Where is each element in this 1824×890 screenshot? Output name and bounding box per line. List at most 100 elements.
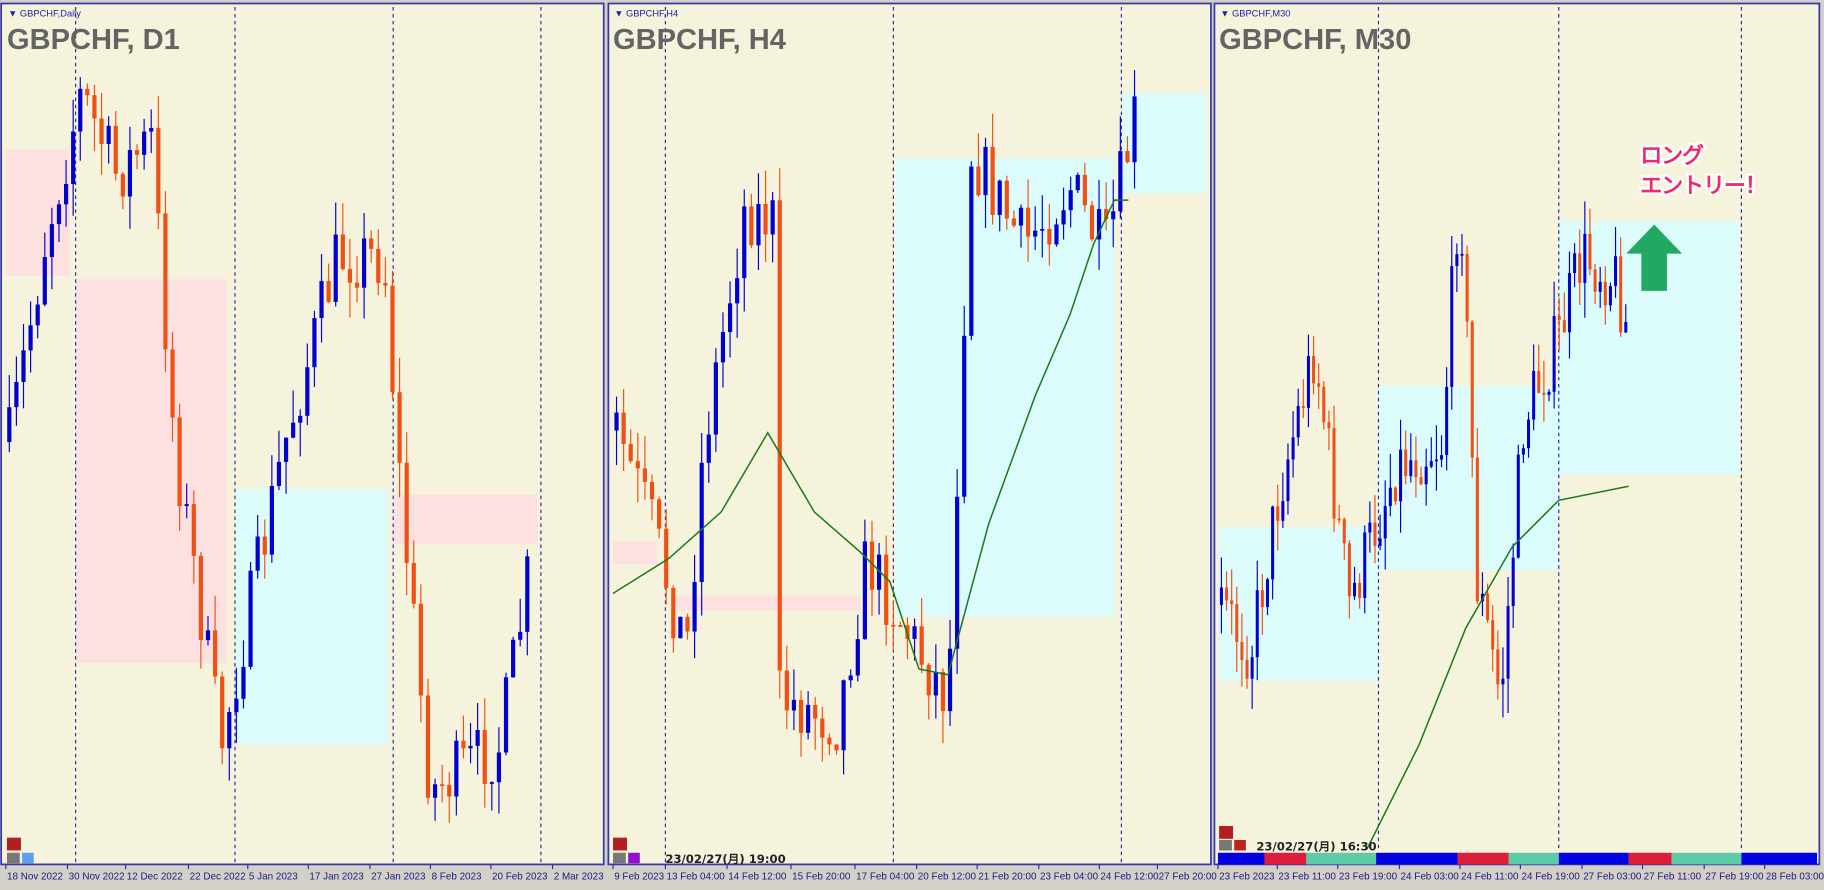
bullish-candle (1547, 391, 1551, 395)
bullish-candle (518, 631, 523, 640)
bullish-candle (1096, 209, 1102, 240)
bullish-candle (1255, 590, 1259, 658)
bullish-candle (735, 278, 740, 304)
time-axis-label: 27 Feb 20:00 (1159, 872, 1218, 883)
bearish-candle (99, 118, 104, 145)
bearish-candle (1260, 590, 1264, 608)
bullish-candle (962, 335, 967, 497)
bearish-candle (827, 737, 832, 745)
bullish-candle (1552, 316, 1556, 392)
bearish-candle (1557, 316, 1561, 321)
chart-window-d1[interactable]: ▼ GBPCHF,Daily GBPCHF, D1 18 Nov 2022 30 … (0, 2, 605, 883)
indicator-icon (1234, 839, 1246, 851)
bullish-candle (1424, 466, 1428, 485)
time-axis-label: 24 Feb 12:00 (1100, 872, 1159, 883)
bearish-candle (1104, 209, 1109, 220)
bearish-candle (404, 462, 409, 564)
bearish-candle (1004, 180, 1009, 219)
bearish-candle (1301, 406, 1305, 408)
minimize-icon[interactable] (6, 837, 21, 851)
bearish-candle (1327, 422, 1331, 429)
session-segment (1264, 852, 1307, 865)
time-axis-label: 23 Feb 19:00 (1339, 872, 1398, 883)
bearish-candle (1047, 228, 1052, 245)
bullish-candle (876, 554, 882, 590)
bullish-candle (283, 437, 289, 462)
bullish-candle (791, 699, 797, 711)
bearish-candle (85, 88, 90, 96)
bullish-candle (1501, 678, 1505, 685)
bearish-candle (1240, 641, 1244, 661)
bearish-candle (976, 166, 981, 196)
bullish-candle (42, 257, 47, 305)
bearish-candle (664, 528, 669, 588)
bearish-candle (884, 554, 889, 625)
bearish-candle (926, 664, 931, 696)
resistance-zone (613, 540, 658, 565)
bearish-candle (1465, 253, 1469, 322)
bearish-candle (685, 616, 690, 632)
time-axis-label: 24 Feb 11:00 (1461, 872, 1519, 883)
bearish-candle (1125, 151, 1130, 163)
minimize-icon[interactable] (1219, 826, 1234, 839)
bullish-candle (1460, 253, 1464, 256)
bearish-candle (347, 269, 353, 283)
bullish-candle (1455, 254, 1459, 267)
minimize-icon[interactable] (613, 837, 627, 851)
bearish-candle (170, 349, 175, 418)
time-axis-label: 18 Nov 2022 (7, 872, 63, 883)
bearish-candle (191, 504, 196, 556)
time-axis-label: 27 Feb 03:00 (1583, 872, 1642, 883)
bullish-candle (1061, 210, 1066, 225)
bullish-candle (969, 166, 974, 336)
bullish-candle (362, 238, 367, 288)
chart-symbol-menu[interactable]: ▼ GBPCHF,H4 (614, 8, 678, 18)
time-axis-label: 23 Feb 11:00 (1278, 872, 1336, 883)
chart-symbol-menu[interactable]: ▼ GBPCHF,M30 (1220, 8, 1290, 18)
bearish-candle (1537, 370, 1541, 393)
bearish-candle (1337, 518, 1341, 521)
bullish-candle (614, 412, 619, 431)
bullish-candle (1532, 370, 1536, 420)
bullish-candle (1450, 266, 1454, 387)
bullish-candle (511, 639, 516, 678)
time-axis-label: 28 Feb 03:00 (1766, 872, 1824, 883)
bullish-candle (983, 146, 988, 196)
chart-window-h4[interactable]: ▼ GBPCHF,H4 GBPCHF, H4 23/02/27(月) 19:00… (607, 2, 1218, 883)
bullish-candle (841, 680, 846, 751)
bullish-candle (1399, 449, 1403, 502)
bullish-candle (947, 648, 953, 712)
bullish-candle (312, 318, 317, 368)
chart-window-m30[interactable]: ▼ GBPCHF,M30 GBPCHF, M30 23/02/27(月) 16:… (1213, 2, 1824, 883)
bearish-candle (1593, 269, 1597, 292)
chart-symbol-menu[interactable]: ▼ GBPCHF,Daily (8, 8, 81, 18)
session-segment (1457, 852, 1509, 865)
bullish-candle (1291, 437, 1295, 460)
bearish-candle (113, 125, 118, 174)
time-axis-label: 5 Jan 2023 (249, 872, 298, 883)
bomb-icon (6, 852, 20, 864)
bullish-candle (912, 626, 917, 639)
support-zone (236, 488, 388, 745)
indicator-icon (22, 852, 34, 864)
bearish-candle (354, 282, 360, 288)
bearish-candle (397, 392, 402, 463)
bullish-candle (1598, 281, 1602, 292)
bullish-candle (503, 677, 509, 753)
bearish-candle (1393, 487, 1397, 502)
indicator-icon (628, 852, 640, 864)
bullish-candle (1296, 406, 1300, 438)
bullish-candle (106, 125, 111, 145)
bearish-candle (1404, 449, 1408, 477)
bearish-candle (1475, 457, 1479, 602)
time-axis-label: 17 Jan 2023 (309, 872, 364, 883)
bullish-candle (770, 200, 775, 235)
time-axis-label: 23 Feb 2023 (1219, 872, 1275, 883)
time-axis-label: 24 Feb 19:00 (1522, 872, 1581, 883)
resistance-zone (393, 494, 538, 545)
bearish-candle (1358, 582, 1362, 599)
bullish-candle (248, 570, 253, 667)
bullish-candle (1516, 454, 1520, 558)
bearish-candle (1225, 587, 1229, 601)
bearish-candle (990, 146, 995, 215)
